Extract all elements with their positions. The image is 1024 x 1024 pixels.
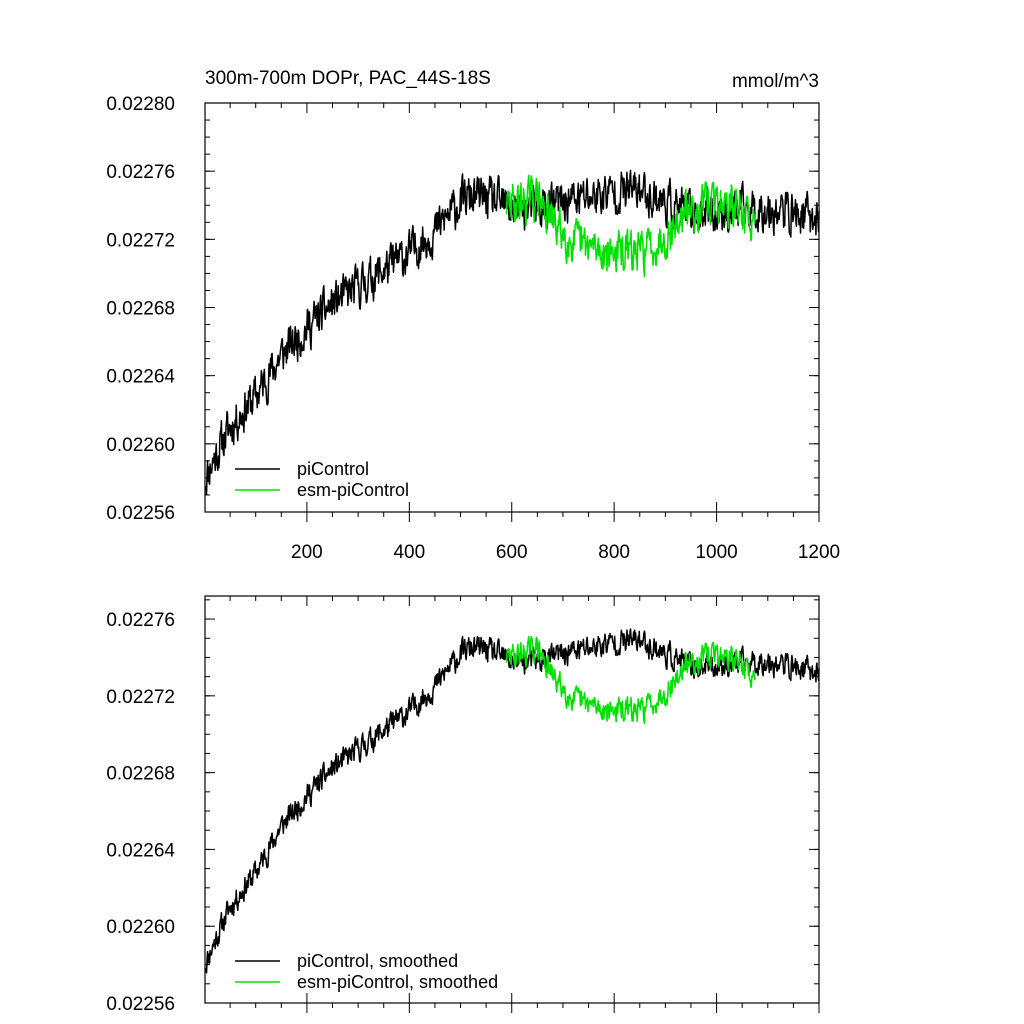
y-tick-label: 0.02256 <box>106 503 175 524</box>
top-x-tick-labels: 200 400 600 800 1000 1200 <box>291 542 840 563</box>
top-tick-marks <box>205 102 820 522</box>
bottom-tick-marks <box>205 596 820 1013</box>
bottom-series-lines <box>204 628 820 974</box>
units-label: mmol/m^3 <box>732 71 819 92</box>
y-tick-label: 0.02268 <box>106 764 175 785</box>
legend-label-picontrol: piControl <box>297 459 369 479</box>
legend-label-picontrol-smoothed: piControl, smoothed <box>297 951 458 971</box>
top-panel: 300m-700m DOPr, PAC_44S-18S mmol/m^3 0.0… <box>106 68 840 563</box>
y-tick-label: 0.02264 <box>106 367 175 388</box>
legend-label-esm-picontrol: esm-piControl <box>297 480 409 500</box>
x-tick-label: 400 <box>393 542 425 563</box>
y-tick-label: 0.02272 <box>106 687 175 708</box>
y-tick-label: 0.02272 <box>106 230 175 251</box>
series-line-esm-picontrol <box>505 174 756 278</box>
y-tick-label: 0.02256 <box>106 994 175 1015</box>
y-tick-label: 0.02268 <box>106 299 175 320</box>
x-tick-label: 1200 <box>798 542 840 563</box>
y-tick-label: 0.02280 <box>106 94 175 115</box>
y-tick-label: 0.02264 <box>106 840 175 861</box>
bottom-legend: piControl, smoothed esm-piControl, smoot… <box>235 951 498 992</box>
x-tick-label: 600 <box>496 542 528 563</box>
series-line-picontrol-smoothed <box>204 628 820 974</box>
legend-label-esm-picontrol-smoothed: esm-piControl, smoothed <box>297 972 498 992</box>
y-tick-label: 0.02276 <box>106 610 175 631</box>
top-y-tick-labels: 0.02280 0.02276 0.02272 0.02268 0.02264 0.022… <box>106 94 175 524</box>
top-plot-frame <box>204 102 820 513</box>
series-line-esm-picontrol-smoothed <box>505 635 756 725</box>
y-tick-label: 0.02260 <box>106 917 175 938</box>
x-tick-label: 1000 <box>695 542 737 563</box>
series-line-picontrol <box>204 169 820 496</box>
chart-title: 300m-700m DOPr, PAC_44S-18S <box>205 68 491 89</box>
x-tick-label: 200 <box>291 542 323 563</box>
top-legend: piControl esm-piControl <box>235 459 409 500</box>
bottom-y-tick-labels: 0.02276 0.02272 0.02268 0.02264 0.02260 0.022… <box>106 610 175 1015</box>
bottom-panel: 0.02276 0.02272 0.02268 0.02264 0.02260 0.022… <box>106 595 820 1015</box>
y-tick-label: 0.02260 <box>106 435 175 456</box>
x-tick-label: 800 <box>598 542 630 563</box>
y-tick-label: 0.02276 <box>106 162 175 183</box>
top-series-lines <box>204 169 820 496</box>
